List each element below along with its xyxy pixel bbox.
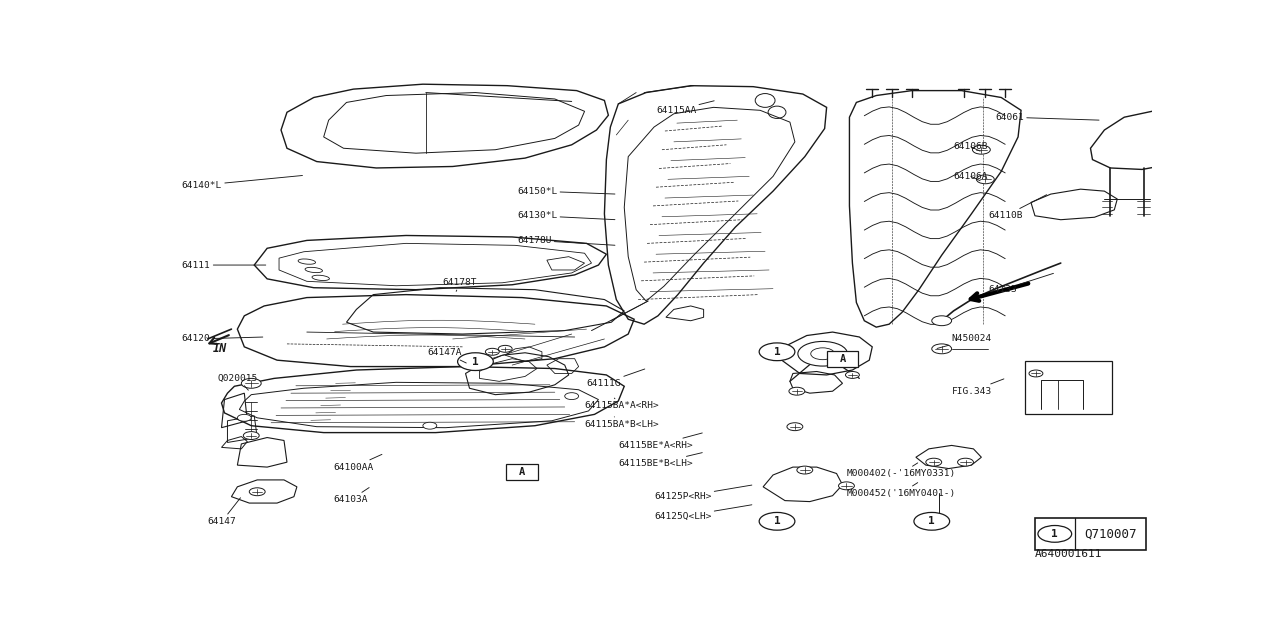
Circle shape xyxy=(787,423,803,431)
Text: N450024: N450024 xyxy=(937,335,992,348)
Circle shape xyxy=(932,316,951,326)
Text: 64115BE*A<RH>: 64115BE*A<RH> xyxy=(618,433,703,450)
Text: 1: 1 xyxy=(773,347,781,356)
Text: 64061: 64061 xyxy=(996,113,1100,122)
Bar xyxy=(827,351,859,367)
Circle shape xyxy=(929,516,948,526)
Text: 1: 1 xyxy=(928,516,936,526)
Text: 64150*L: 64150*L xyxy=(517,187,614,196)
Circle shape xyxy=(759,343,795,361)
Circle shape xyxy=(759,513,795,530)
Text: M000402(-'16MY0331): M000402(-'16MY0331) xyxy=(846,463,956,478)
Circle shape xyxy=(564,393,579,399)
Text: 64133: 64133 xyxy=(988,273,1053,294)
Circle shape xyxy=(243,431,259,440)
Text: 64178T: 64178T xyxy=(443,278,477,291)
Text: 1: 1 xyxy=(773,516,781,526)
Text: 64106B: 64106B xyxy=(954,142,988,151)
Text: 64106A: 64106A xyxy=(954,172,988,181)
Text: 64111: 64111 xyxy=(182,260,266,269)
Text: 64115BA*A<RH>: 64115BA*A<RH> xyxy=(585,398,659,410)
Circle shape xyxy=(925,458,942,466)
Text: A: A xyxy=(840,354,846,364)
Bar xyxy=(1036,518,1146,550)
Circle shape xyxy=(485,348,499,355)
Circle shape xyxy=(250,488,265,495)
Circle shape xyxy=(422,422,436,429)
Circle shape xyxy=(932,344,951,354)
Text: 64178U: 64178U xyxy=(517,236,614,245)
Text: 64125P<RH>: 64125P<RH> xyxy=(654,485,751,501)
Circle shape xyxy=(458,353,493,371)
Circle shape xyxy=(788,387,805,395)
Circle shape xyxy=(973,145,991,154)
Text: 64147A: 64147A xyxy=(428,348,466,363)
Text: 64115BE*B<LH>: 64115BE*B<LH> xyxy=(618,452,703,468)
Text: Q020015: Q020015 xyxy=(218,374,257,390)
Text: IN: IN xyxy=(212,342,227,355)
Text: 64115AA: 64115AA xyxy=(657,100,714,115)
Circle shape xyxy=(797,466,813,474)
Circle shape xyxy=(914,513,950,530)
Circle shape xyxy=(498,346,512,352)
Text: 64115BA*B<LH>: 64115BA*B<LH> xyxy=(585,417,659,429)
Text: 64125Q<LH>: 64125Q<LH> xyxy=(654,505,751,521)
Text: 64110B: 64110B xyxy=(988,195,1047,220)
Text: Q710007: Q710007 xyxy=(1084,527,1137,540)
Text: FIG.343: FIG.343 xyxy=(951,379,1004,396)
Circle shape xyxy=(977,175,995,184)
Circle shape xyxy=(957,458,974,466)
Circle shape xyxy=(242,378,261,388)
Circle shape xyxy=(838,482,855,490)
Text: A: A xyxy=(518,467,525,477)
Text: 64147: 64147 xyxy=(207,498,241,526)
Circle shape xyxy=(846,371,859,378)
Circle shape xyxy=(237,414,251,421)
Text: 1: 1 xyxy=(472,356,479,367)
Circle shape xyxy=(797,341,847,366)
Text: 64100AA: 64100AA xyxy=(334,454,381,472)
Text: 64130*L: 64130*L xyxy=(517,211,614,220)
Text: M000452('16MY0401-): M000452('16MY0401-) xyxy=(846,483,956,498)
Circle shape xyxy=(1029,370,1043,377)
Circle shape xyxy=(1038,525,1071,542)
Text: 64103A: 64103A xyxy=(334,488,369,504)
Text: 64140*L: 64140*L xyxy=(182,175,302,189)
Text: A640001611: A640001611 xyxy=(1036,548,1102,559)
Text: 1: 1 xyxy=(1051,529,1059,539)
Text: 64111G: 64111G xyxy=(586,369,645,388)
Text: 64120: 64120 xyxy=(182,335,262,344)
Bar xyxy=(506,464,538,480)
Bar xyxy=(1025,361,1112,414)
